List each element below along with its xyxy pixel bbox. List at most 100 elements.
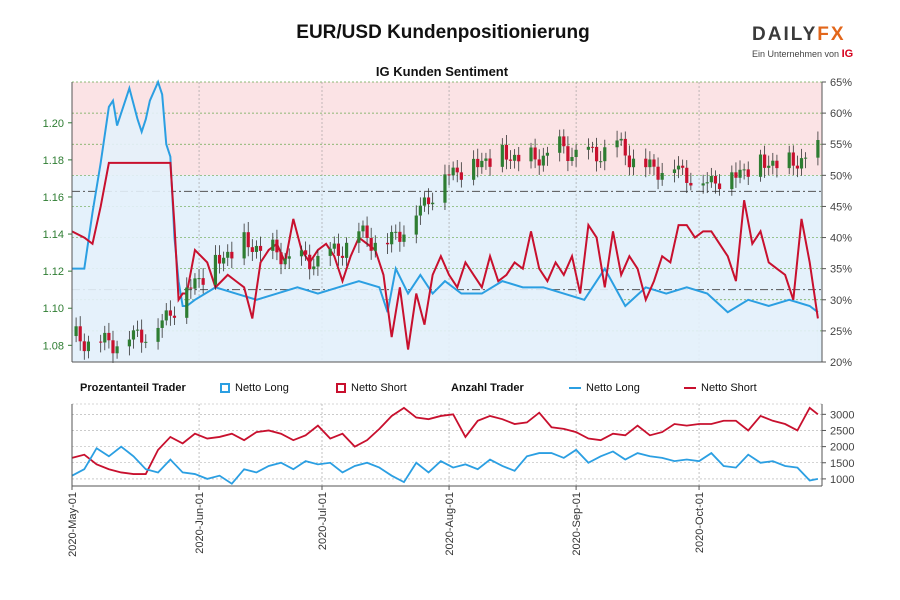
candle-body [508,159,513,161]
tick-label-date: 2020-May-01 [67,492,79,557]
candle-body [390,231,394,245]
candle-body [443,174,447,203]
candle-body [795,165,800,169]
candle-body [226,251,230,258]
candle-body [160,320,164,328]
candle-body [213,254,218,285]
chart-title: EUR/USD Kundenpositionierung [296,22,590,43]
candle-body [373,242,377,251]
candle-body [447,174,451,176]
candle-body [361,225,365,232]
candle-body [357,231,361,243]
candle-body [283,258,287,265]
logo-tagline: Ein Unternehmen von IG [752,48,872,60]
candle-body [537,159,541,166]
candle-body [586,146,590,150]
candle-body [455,167,459,173]
candle-body [78,326,82,342]
candle-body [299,250,304,257]
candle-body [648,159,652,168]
candle-body [271,239,275,251]
candle-body [365,225,369,238]
candle-body [705,182,709,184]
tick-label-date: 2020-Aug-01 [444,492,456,556]
tick-label-price: 1.20 [43,118,64,130]
candle-body [791,152,795,166]
tick-label-date: 2020-Jul-01 [317,492,329,550]
candle-body [701,183,705,186]
short-zone-band [72,82,822,176]
ig-brand: IG [841,48,854,60]
legend-short-swatch [336,383,346,393]
candle-body [566,146,570,162]
tick-label-pct: 30% [830,295,852,307]
candle-body [189,287,193,289]
candle-body [254,245,259,252]
legend-count-long: Netto Long [569,380,640,396]
candle-body [717,183,722,190]
candle-body [250,247,254,252]
candle-body [99,341,103,343]
candle-body [676,165,681,170]
legend-percent-long: Netto Long [220,380,289,396]
candle-body [644,158,648,168]
candle-body [103,332,107,343]
legend-count-short: Netto Short [684,380,757,396]
candle-body [480,160,484,168]
long-pct-area [72,82,818,362]
candle-body [746,169,750,177]
candle-body [156,327,160,342]
tick-label-count: 3000 [830,409,854,421]
candle-body [230,251,234,259]
candle-body [308,254,312,270]
tick-label-count: 1500 [830,458,854,470]
logo-tagline-text: Ein Unternehmen von [752,49,840,59]
candle-body [541,155,545,166]
candle-body [513,154,517,161]
candle-body [201,278,205,285]
candle-body [115,346,119,354]
tick-label-pct: 65% [830,77,852,89]
tick-label-pct: 40% [830,233,852,245]
tick-label-price: 1.10 [43,303,64,315]
candle-body [385,242,390,245]
candle-body [799,158,804,169]
chart-subtitle: IG Kunden Sentiment [375,64,509,79]
candle-body [681,165,685,168]
candle-body [164,310,168,321]
candle-body [672,169,677,173]
legend-count-long-line [569,387,581,389]
candle-body [127,339,131,347]
candle-body [504,144,509,160]
candle-body [316,255,320,267]
candle-body [570,157,574,162]
candle-body [631,158,636,168]
candle-body [172,315,177,318]
brand-part-b: FX [817,24,846,45]
tick-label-count: 1000 [830,474,854,486]
tick-label-price: 1.16 [43,192,64,204]
candle-body [451,167,455,176]
series-short-pct [71,161,819,350]
candle-body [82,341,86,352]
candle-body [369,237,373,251]
candle-body [603,147,607,162]
candle-body [623,138,627,156]
candle-body [615,140,619,148]
candle-body [279,252,283,265]
candle-body [459,172,463,180]
candle-body [660,172,664,180]
dailyfx-wordmark: DAILYFX [752,24,872,46]
candle-body [242,232,246,259]
candle-body [517,154,521,162]
candle-body [74,326,78,337]
candle-body [713,175,718,184]
candle-body [222,257,226,264]
candle-body [197,278,201,280]
candle-body [168,310,172,316]
candle-body [758,154,763,177]
candle-body [394,231,398,233]
legend-count-short-line [684,387,696,389]
candle-body [402,234,406,242]
